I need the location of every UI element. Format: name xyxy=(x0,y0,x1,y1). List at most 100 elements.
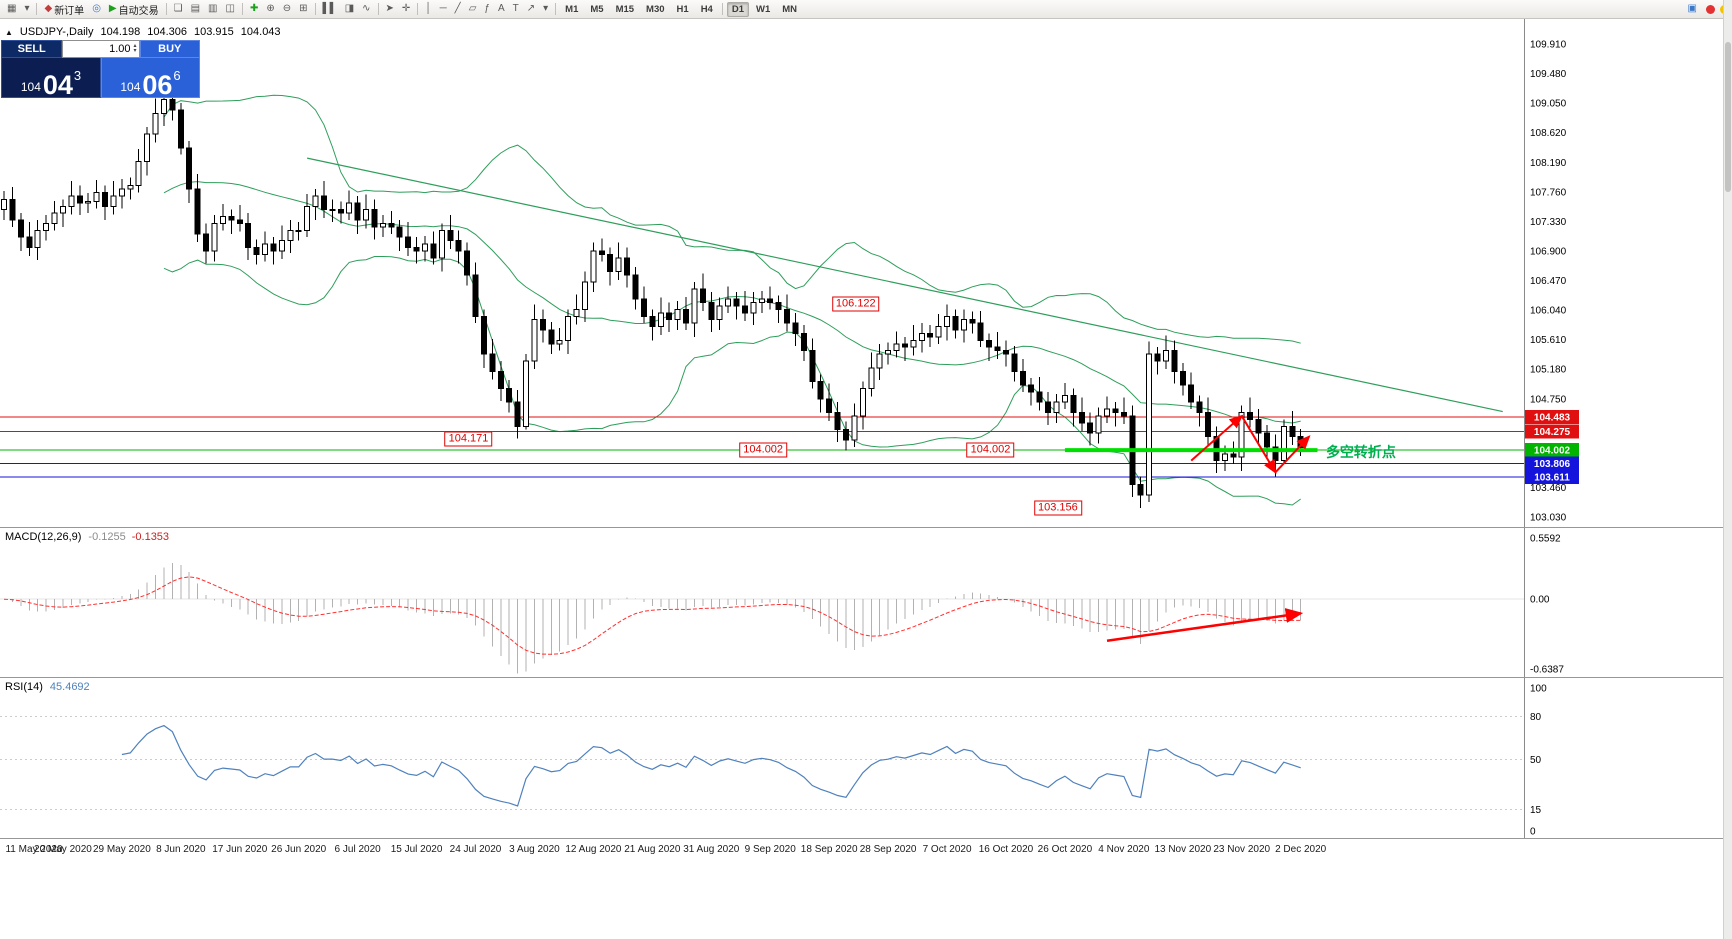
bid-big: 04 xyxy=(42,70,73,101)
macd-trend-arrow[interactable] xyxy=(1106,608,1304,642)
time-axis[interactable]: 11 May 2020 20 May 2020 29 May 2020 8 Jun 2… xyxy=(0,838,1732,859)
timeframe-mn-button[interactable]: MN xyxy=(782,3,798,15)
channel-icon[interactable]: ▱ xyxy=(465,1,481,18)
svg-text:108.190: 108.190 xyxy=(1530,158,1567,169)
arrange-windows-icon[interactable]: ◫ xyxy=(222,1,239,18)
ohlc-open: 104.198 xyxy=(100,26,141,38)
bar-chart-window-icon[interactable]: ▦ xyxy=(3,1,20,18)
buy-price-display[interactable]: 104 06 6 xyxy=(101,58,200,99)
svg-text:0.00: 0.00 xyxy=(1530,595,1550,606)
new-order-button[interactable]: ◆ 新订单 xyxy=(40,1,88,18)
timeframe-m1-button[interactable]: M1 xyxy=(565,3,579,15)
indicators-icon[interactable]: ✚ xyxy=(246,1,262,18)
notifications-icon[interactable]: ▣ xyxy=(1684,1,1701,18)
date-label: 23 Nov 2020 xyxy=(1213,844,1270,855)
date-label: 2 Dec 2020 xyxy=(1275,844,1327,855)
autotrading-button[interactable]: ▶ 自动交易 xyxy=(105,1,163,18)
trendline-icon[interactable]: ╱ xyxy=(451,1,465,18)
svg-text:103.460: 103.460 xyxy=(1530,483,1567,494)
rsi-axis[interactable]: 100 80 50 15 0 xyxy=(1524,678,1548,839)
horizontal-line-icon[interactable]: ─ xyxy=(436,1,451,18)
date-label: 29 May 2020 xyxy=(93,844,151,855)
one-click-trading-panel: SELL 1.00 ▴ ▾ BUY 104 04 3 xyxy=(1,40,200,101)
volume-input[interactable]: 1.00 ▴ ▾ xyxy=(62,40,140,58)
chart-ohlc-header: ▲ USDJPY-,Daily 104.198 104.306 103.915 … xyxy=(5,26,281,38)
price-callout[interactable]: 104.002 xyxy=(966,442,1015,458)
timeframe-m5-button[interactable]: M5 xyxy=(590,3,604,15)
date-label: 21 Aug 2020 xyxy=(624,844,681,855)
date-label: 24 Jul 2020 xyxy=(450,844,502,855)
crosshair-icon[interactable]: ✛ xyxy=(398,1,414,18)
trend-arrow[interactable] xyxy=(1190,414,1244,462)
new-order-button: ◆ xyxy=(44,3,53,14)
price-callout[interactable]: 106.122 xyxy=(831,296,880,312)
date-label: 7 Oct 2020 xyxy=(923,844,972,855)
price-callout[interactable]: 103.156 xyxy=(1033,500,1082,516)
scrollbar-thumb[interactable] xyxy=(1725,42,1731,192)
timeframe-h1-button[interactable]: H1 xyxy=(676,3,689,15)
timeframe-d1-button[interactable]: D1 xyxy=(726,1,749,17)
cascade-windows-icon[interactable]: ❏ xyxy=(170,1,187,18)
candlestick-mode-icon[interactable]: ◨ xyxy=(341,1,358,18)
buy-button[interactable]: BUY xyxy=(139,40,200,58)
svg-text:103.030: 103.030 xyxy=(1530,513,1567,524)
descending-trendline[interactable] xyxy=(306,157,1503,413)
volume-up-icon[interactable]: ▴ xyxy=(133,43,137,49)
label-icon[interactable]: T xyxy=(509,1,523,18)
date-label: 11 May 2020 xyxy=(5,844,63,855)
line-mode-icon[interactable]: ∿ xyxy=(358,1,374,18)
svg-text:107.760: 107.760 xyxy=(1530,187,1567,198)
price-callout[interactable]: 104.002 xyxy=(739,442,788,458)
trend-arrow[interactable] xyxy=(1240,415,1277,475)
bb-upper xyxy=(163,94,1301,344)
sell-price-display[interactable]: 104 04 3 xyxy=(1,58,101,101)
zoom-in-icon[interactable]: ⊕ xyxy=(262,1,278,18)
fibonacci-icon[interactable]: ƒ xyxy=(480,1,494,18)
timeframe-h4-button[interactable]: H4 xyxy=(700,3,713,15)
date-label: 26 Jun 2020 xyxy=(271,844,326,855)
trend-arrow[interactable] xyxy=(1274,435,1311,473)
price-chart-svg: 109.910 109.480 109.050 108.620 108.190 107.7… xyxy=(0,18,1580,527)
channel-icon: ▱ xyxy=(468,3,477,14)
tile-horizontal-icon[interactable]: ▤ xyxy=(187,1,204,18)
macd-signal-value: -0.1353 xyxy=(131,531,170,543)
price-chart-panel[interactable]: 109.910 109.480 109.050 108.620 108.190 107.7… xyxy=(0,18,1732,527)
new-order-button-label: 新订单 xyxy=(54,5,85,17)
toolbar-separator xyxy=(377,3,379,15)
timeframe-m15-button[interactable]: M15 xyxy=(615,3,635,15)
chinese-annotation[interactable]: 多空转折点 xyxy=(1325,444,1396,461)
collapse-panel-arrow-icon[interactable]: ▲ xyxy=(5,27,13,37)
date-label: 17 Jun 2020 xyxy=(212,844,267,855)
timeframe-w1-button[interactable]: W1 xyxy=(756,3,771,15)
bars-mode-icon[interactable]: ▌▌ xyxy=(319,1,341,18)
tile-windows-icon[interactable]: ⊞ xyxy=(295,1,311,18)
ohlc-low: 103.915 xyxy=(194,26,234,38)
volume-down-icon[interactable]: ▾ xyxy=(133,48,137,54)
mql-community-icon[interactable]: ◎ xyxy=(88,1,105,18)
svg-text:0: 0 xyxy=(1530,827,1536,838)
tile-vertical-icon[interactable]: ▥ xyxy=(204,1,221,18)
price-axis[interactable]: 109.910 109.480 109.050 108.620 108.190 107.7… xyxy=(1524,18,1580,527)
macd-indicator-panel[interactable]: 0.5592 0.00 -0.6387 MACD(12,26,9) -0.1255 -0… xyxy=(0,527,1732,677)
date-label: 28 Sep 2020 xyxy=(860,844,917,855)
chart-list-dropdown-icon[interactable]: ▾ xyxy=(20,1,33,18)
macd-signal-line xyxy=(3,576,1301,655)
toolbar-separator xyxy=(417,3,419,15)
arrows-tool-icon[interactable]: ↗ xyxy=(523,1,539,18)
timeframe-m30-button[interactable]: M30 xyxy=(646,3,665,15)
price-callout[interactable]: 104.171 xyxy=(444,431,493,447)
tile-vertical-icon: ▥ xyxy=(208,3,218,14)
macd-main-value: -0.1255 xyxy=(88,531,126,543)
text-icon[interactable]: A xyxy=(494,1,509,18)
svg-text:100: 100 xyxy=(1530,684,1547,695)
sell-button[interactable]: SELL xyxy=(1,40,63,58)
zoom-out-icon[interactable]: ⊖ xyxy=(279,1,295,18)
vertical-scrollbar[interactable] xyxy=(1723,0,1732,939)
shapes-dropdown-icon[interactable]: ▾ xyxy=(539,1,552,18)
vertical-line-icon[interactable]: │ xyxy=(421,1,435,18)
rsi-indicator-panel[interactable]: 100 80 50 15 0 RSI(14) 45.4692 xyxy=(0,677,1732,839)
arrange-windows-icon: ◫ xyxy=(225,3,235,14)
macd-axis[interactable]: 0.5592 0.00 -0.6387 xyxy=(1524,528,1565,677)
cursor-icon[interactable]: ➤ xyxy=(382,1,398,18)
rsi-line xyxy=(121,724,1301,807)
